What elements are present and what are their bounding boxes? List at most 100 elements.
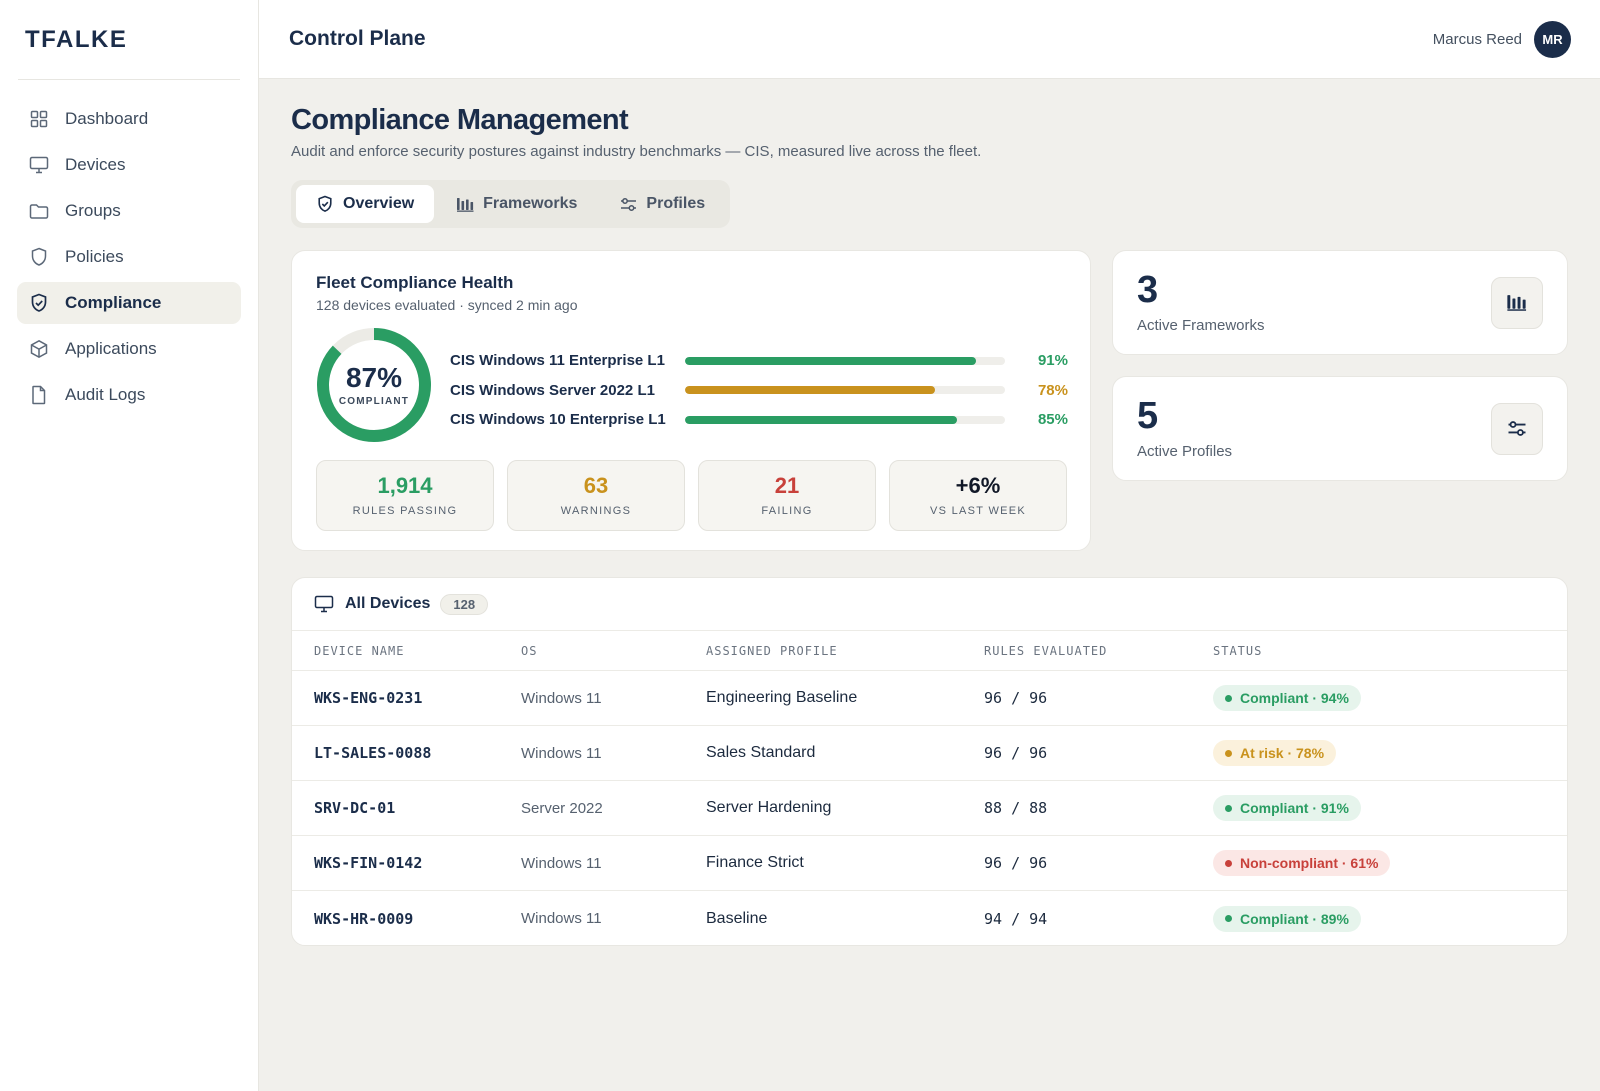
stat-label: FAILING	[761, 504, 813, 517]
donut-arc	[317, 328, 431, 442]
user-menu[interactable]: Marcus Reed MR	[1432, 20, 1571, 58]
device-name[interactable]: SRV-DC-01	[314, 799, 396, 817]
topbar: Control Plane Marcus Reed MR	[259, 0, 1600, 79]
table-row[interactable]: WKS-ENG-0231 Windows 11 Engineering Base…	[292, 671, 1567, 726]
device-profile: Server Hardening	[706, 799, 832, 816]
sidebar-item-dashboard[interactable]: Dashboard	[17, 98, 241, 140]
column-header[interactable]: DEVICE NAME	[314, 643, 405, 658]
status-cell: Compliant · 89%	[1213, 905, 1567, 932]
device-rules: 94 / 94	[984, 909, 1048, 928]
status-text: At risk · 78%	[1240, 745, 1325, 761]
device-name[interactable]: WKS-HR-0009	[314, 909, 414, 928]
framework-name: CIS Windows 11 Enterprise L1	[450, 352, 665, 370]
framework-name: CIS Windows 10 Enterprise L1	[450, 411, 666, 429]
status-badge: Compliant · 89%	[1213, 905, 1361, 932]
sidebar-item-groups[interactable]: Groups	[17, 190, 241, 232]
framework-name: CIS Windows Server 2022 L1	[450, 381, 655, 399]
stat-label: VS LAST WEEK	[929, 504, 1027, 517]
stat-vs-last-week: +6% VS LAST WEEK	[889, 460, 1067, 531]
sidebar-item-label: Audit Logs	[65, 385, 146, 404]
bar-chart-icon	[456, 195, 474, 213]
frameworks-button[interactable]	[1491, 276, 1543, 329]
devices-table-card: All Devices 128 DEVICE NAME OS ASSIGNED …	[291, 577, 1568, 946]
device-os: Windows 11	[521, 854, 602, 872]
bar-chart-icon	[1507, 295, 1527, 311]
device-name[interactable]: WKS-ENG-0231	[314, 689, 423, 707]
status-cell: Compliant · 94%	[1213, 685, 1567, 711]
overall-label: COMPLIANT	[338, 395, 410, 407]
device-name[interactable]: LT-SALES-0088	[314, 744, 432, 762]
status-cell: Non-compliant · 61%	[1213, 850, 1567, 876]
device-os: Windows 11	[521, 910, 602, 927]
device-profile: Baseline	[706, 909, 768, 927]
status-badge: At risk · 78%	[1213, 740, 1337, 766]
tab-label: Overview	[343, 195, 415, 212]
stat-value: 63	[583, 472, 609, 498]
status-text: Compliant · 89%	[1240, 910, 1349, 927]
sidebar-item-label: Applications	[65, 339, 157, 358]
tab-profiles[interactable]: Profiles	[599, 185, 725, 223]
device-profile: Finance Strict	[706, 854, 804, 871]
stat-value: +6%	[955, 472, 1001, 498]
user-name[interactable]: Marcus Reed	[1432, 30, 1522, 48]
app-title: Control Plane	[289, 27, 426, 50]
sidebar-item-compliance[interactable]: Compliance	[17, 282, 241, 324]
device-name[interactable]: WKS-FIN-0142	[314, 854, 423, 872]
stat-label: RULES PASSING	[352, 504, 458, 517]
sidebar-item-applications[interactable]: Applications	[17, 328, 241, 370]
device-profile: Engineering Baseline	[706, 689, 858, 706]
status-text: Compliant · 94%	[1240, 690, 1349, 706]
profiles-button[interactable]	[1491, 402, 1543, 455]
device-rules: 96 / 96	[984, 854, 1048, 872]
page-subtitle: Audit and enforce security postures agai…	[291, 143, 982, 160]
tab-overview[interactable]: Overview	[296, 185, 435, 223]
sidebar-item-devices[interactable]: Devices	[17, 144, 241, 186]
sidebar-item-policies[interactable]: Policies	[17, 236, 241, 278]
count-badge: 128	[440, 593, 489, 615]
table-row[interactable]: SRV-DC-01 Server 2022 Server Hardening 8…	[292, 781, 1567, 836]
status-cell: At risk · 78%	[1213, 740, 1567, 766]
progress-track	[685, 386, 1005, 395]
device-os: Server 2022	[521, 799, 603, 817]
device-profile: Sales Standard	[706, 744, 816, 761]
tab-frameworks[interactable]: Frameworks	[436, 185, 597, 223]
table-title: All Devices	[345, 595, 431, 612]
table-row[interactable]: LT-SALES-0088 Windows 11 Sales Standard …	[292, 726, 1567, 781]
avatar[interactable]: MR	[1534, 20, 1571, 58]
status-dot	[1225, 915, 1232, 922]
monitor-icon	[314, 594, 334, 614]
framework-percent: 78%	[1037, 381, 1068, 399]
device-os: Windows 11	[521, 744, 602, 762]
sidebar-item-label: Devices	[65, 155, 126, 174]
page-title: Compliance Management	[291, 104, 629, 136]
sidebar-item-label: Policies	[65, 247, 124, 266]
folder-icon	[29, 201, 49, 221]
status-dot	[1225, 749, 1232, 757]
status-badge: Non-compliant · 61%	[1213, 850, 1391, 876]
column-header[interactable]: RULES EVALUATED	[984, 643, 1108, 658]
table-row[interactable]: WKS-HR-0009 Windows 11 Baseline 94 / 94 …	[292, 891, 1567, 945]
sidebar-item-audit-logs[interactable]: Audit Logs	[17, 374, 241, 416]
file-icon	[29, 385, 49, 405]
column-header[interactable]: ASSIGNED PROFILE	[706, 643, 838, 658]
brand-logo[interactable]: TFALKE	[25, 25, 128, 53]
shield-check-icon	[316, 195, 334, 213]
column-header[interactable]: STATUS	[1213, 643, 1263, 658]
tab-bar: Overview Frameworks Profiles	[291, 180, 731, 228]
card-subtitle: 128 devices evaluated · synced 2 min ago	[316, 297, 578, 313]
kpi-text: 3 Active Frameworks	[1137, 271, 1265, 334]
kpi-active-profiles: 5 Active Profiles	[1112, 376, 1568, 481]
fleet-health-card: Fleet Compliance Health 128 devices eval…	[291, 250, 1091, 551]
column-header[interactable]: OS	[521, 643, 538, 658]
device-os: Windows 11	[521, 689, 602, 707]
donut-center: 87% COMPLIANT	[316, 327, 432, 443]
donut-svg	[317, 328, 431, 442]
device-rules: 96 / 96	[984, 744, 1048, 762]
kpi-active-frameworks: 3 Active Frameworks	[1112, 250, 1568, 355]
kpi-label: Active Frameworks	[1137, 317, 1265, 334]
shield-check-icon	[29, 293, 49, 313]
kpi-value: 5	[1137, 395, 1159, 437]
table-row[interactable]: WKS-FIN-0142 Windows 11 Finance Strict 9…	[292, 836, 1567, 891]
progress-fill	[685, 356, 977, 365]
box-icon	[29, 339, 49, 359]
